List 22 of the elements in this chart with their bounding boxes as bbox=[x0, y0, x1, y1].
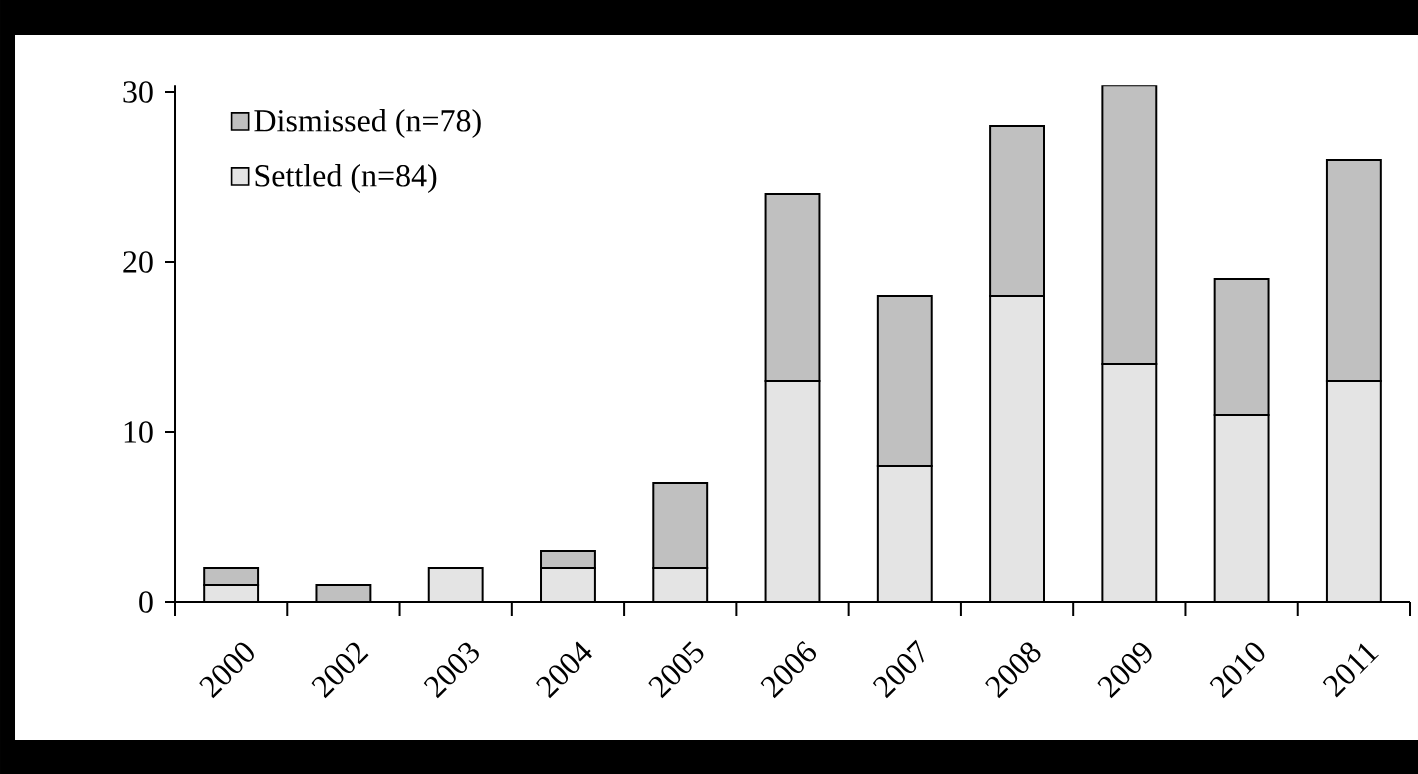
bar bbox=[764, 192, 821, 382]
bar bbox=[1325, 379, 1382, 602]
bar bbox=[765, 380, 820, 602]
bar bbox=[989, 124, 1045, 297]
bar bbox=[1214, 414, 1269, 602]
bar bbox=[990, 295, 1044, 602]
y-tick-label: 0 bbox=[139, 591, 153, 613]
bar bbox=[1213, 277, 1270, 416]
bar bbox=[541, 567, 595, 602]
y-tick-label: 20 bbox=[123, 251, 153, 273]
bar bbox=[652, 481, 709, 569]
y-tick-label: 30 bbox=[123, 81, 153, 103]
bar bbox=[1101, 85, 1158, 365]
bar bbox=[1325, 158, 1382, 382]
legend-label: Settled (n=84) bbox=[255, 164, 437, 194]
legend-label: Dismissed (n=78) bbox=[254, 109, 481, 139]
bar bbox=[1102, 363, 1157, 602]
bar bbox=[876, 294, 933, 467]
bar bbox=[428, 567, 483, 602]
bar bbox=[877, 465, 932, 602]
bar bbox=[653, 567, 708, 602]
y-tick-label: 10 bbox=[124, 421, 153, 443]
